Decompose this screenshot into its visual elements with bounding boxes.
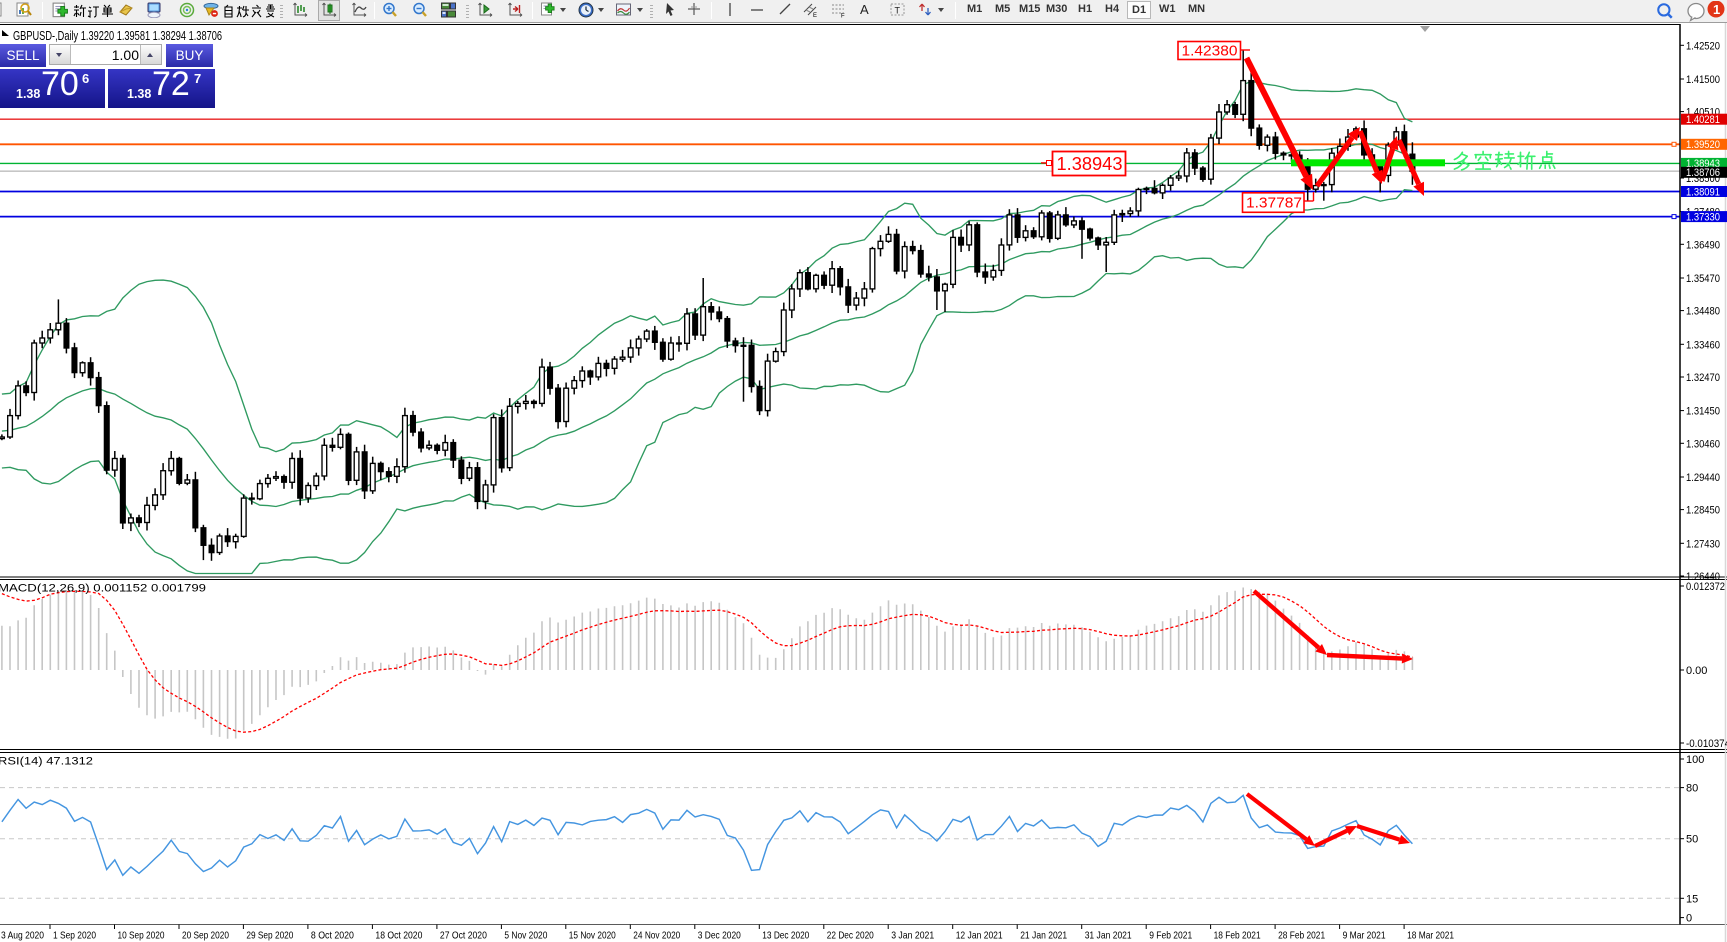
- svg-text:3 Aug 2020: 3 Aug 2020: [1, 930, 44, 942]
- svg-text:E: E: [813, 13, 817, 18]
- svg-text:F: F: [841, 14, 845, 19]
- svg-text:1.39520: 1.39520: [1686, 139, 1720, 151]
- svg-text:21 Jan 2021: 21 Jan 2021: [1020, 930, 1067, 942]
- svg-text:1.28450: 1.28450: [1686, 505, 1720, 517]
- svg-text:1.37330: 1.37330: [1686, 211, 1720, 223]
- svg-text:1.30460: 1.30460: [1686, 438, 1720, 450]
- svg-text:1.42520: 1.42520: [1686, 40, 1720, 52]
- svg-text:5 Nov 2020: 5 Nov 2020: [504, 930, 547, 942]
- svg-text:13 Dec 2020: 13 Dec 2020: [762, 930, 809, 942]
- svg-text:1.37787: 1.37787: [1246, 195, 1302, 212]
- svg-text:1.34480: 1.34480: [1686, 306, 1720, 318]
- svg-text:1.32470: 1.32470: [1686, 372, 1720, 384]
- svg-text:22 Dec 2020: 22 Dec 2020: [827, 930, 874, 942]
- svg-text:27 Oct 2020: 27 Oct 2020: [440, 930, 487, 942]
- svg-text:1.38091: 1.38091: [1686, 186, 1720, 198]
- svg-text:12 Jan 2021: 12 Jan 2021: [956, 930, 1003, 942]
- svg-text:1.38943: 1.38943: [1057, 154, 1123, 174]
- svg-text:RSI(14) 47.1312: RSI(14) 47.1312: [0, 756, 93, 768]
- svg-text:1.42380: 1.42380: [1182, 42, 1238, 59]
- svg-text:1.40281: 1.40281: [1686, 114, 1720, 126]
- svg-text:1: 1: [1713, 2, 1720, 17]
- svg-text:0: 0: [1686, 913, 1692, 925]
- svg-text:1 Sep 2020: 1 Sep 2020: [53, 930, 96, 942]
- svg-text:1.36490: 1.36490: [1686, 239, 1720, 251]
- svg-text:-0.010374: -0.010374: [1686, 738, 1727, 750]
- svg-text:10 Sep 2020: 10 Sep 2020: [118, 930, 165, 942]
- svg-text:31 Jan 2021: 31 Jan 2021: [1085, 930, 1132, 942]
- svg-text:1.27430: 1.27430: [1686, 538, 1720, 550]
- svg-text:28 Feb 2021: 28 Feb 2021: [1278, 930, 1325, 942]
- svg-text:24 Nov 2020: 24 Nov 2020: [633, 930, 680, 942]
- svg-text:0.00: 0.00: [1686, 665, 1707, 677]
- svg-text:1.41500: 1.41500: [1686, 74, 1720, 86]
- svg-text:0.012372: 0.012372: [1686, 581, 1725, 593]
- svg-text:18 Feb 2021: 18 Feb 2021: [1214, 930, 1261, 942]
- svg-text:18 Oct 2020: 18 Oct 2020: [375, 930, 422, 942]
- svg-text:1.31450: 1.31450: [1686, 406, 1720, 418]
- svg-text:T: T: [895, 6, 901, 16]
- svg-text:1.26440: 1.26440: [1686, 571, 1720, 583]
- svg-text:9 Mar 2021: 9 Mar 2021: [1343, 930, 1386, 942]
- svg-text:20 Sep 2020: 20 Sep 2020: [182, 930, 229, 942]
- svg-text:100: 100: [1686, 754, 1704, 766]
- svg-text:3 Jan 2021: 3 Jan 2021: [891, 930, 934, 942]
- svg-text:1.33460: 1.33460: [1686, 339, 1720, 351]
- svg-text:80: 80: [1686, 783, 1698, 795]
- svg-text:9 Feb 2021: 9 Feb 2021: [1149, 930, 1192, 942]
- svg-text:15: 15: [1686, 893, 1698, 905]
- svg-text:1.35470: 1.35470: [1686, 273, 1720, 285]
- svg-text:18 Mar 2021: 18 Mar 2021: [1407, 930, 1454, 942]
- svg-text:29 Sep 2020: 29 Sep 2020: [246, 930, 293, 942]
- svg-text:3 Dec 2020: 3 Dec 2020: [698, 930, 741, 942]
- svg-text:15 Nov 2020: 15 Nov 2020: [569, 930, 616, 942]
- svg-text:1.29440: 1.29440: [1686, 472, 1720, 484]
- svg-text:MACD(12,26,9) 0.001152 0.00179: MACD(12,26,9) 0.001152 0.001799: [0, 583, 206, 595]
- svg-text:50: 50: [1686, 834, 1698, 846]
- svg-text:GBPUSD-,Daily 1.39220 1.39581: GBPUSD-,Daily 1.39220 1.39581 1.38294 1.…: [13, 29, 222, 43]
- svg-text:1.38706: 1.38706: [1686, 167, 1720, 179]
- svg-text:8 Oct 2020: 8 Oct 2020: [311, 930, 354, 942]
